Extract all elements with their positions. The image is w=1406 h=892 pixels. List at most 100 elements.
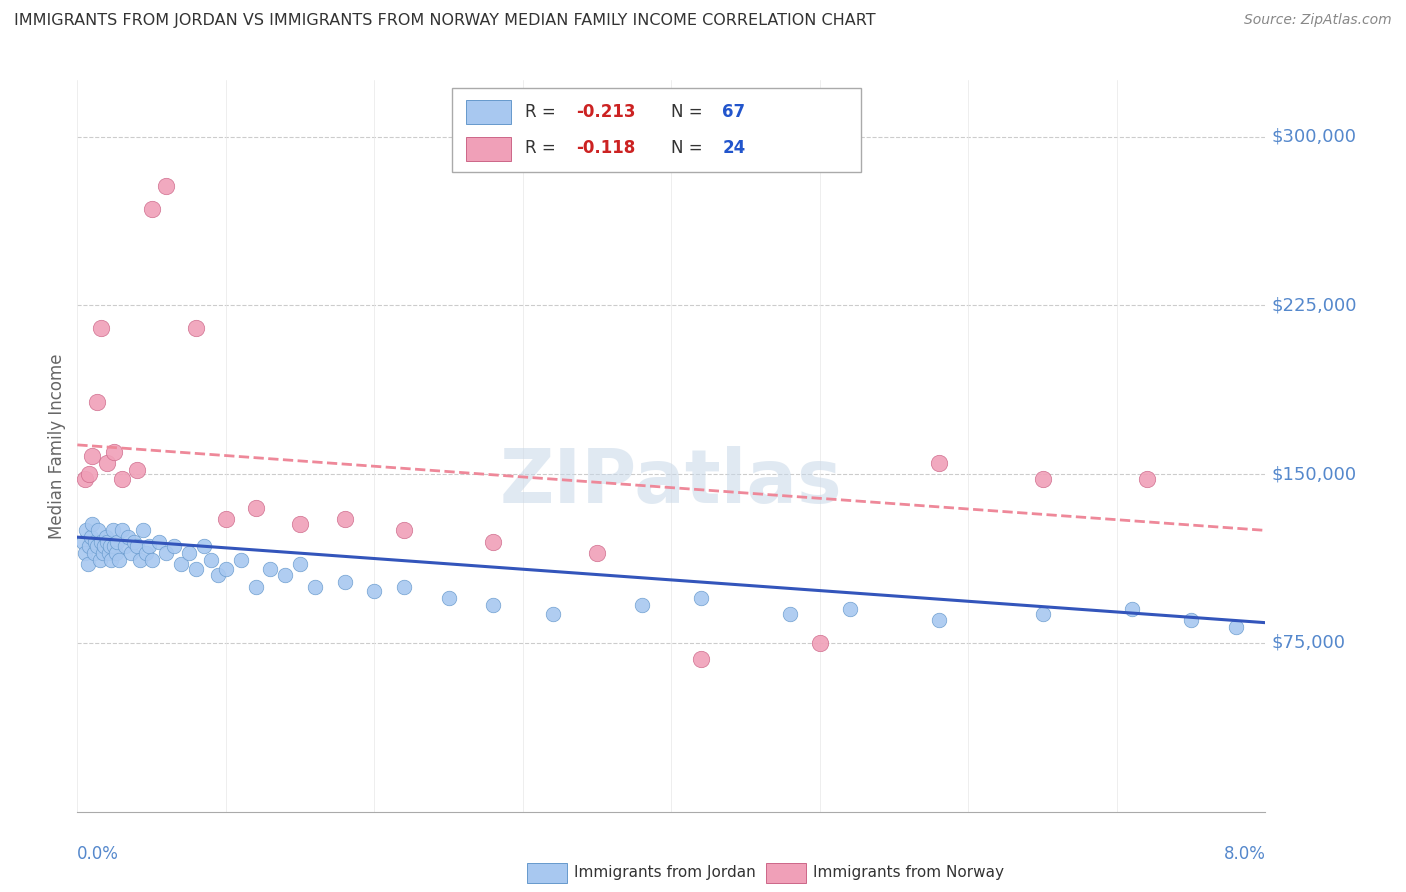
Text: 67: 67 bbox=[723, 103, 745, 120]
Text: 24: 24 bbox=[723, 139, 745, 157]
Point bbox=[304, 580, 326, 594]
Point bbox=[80, 530, 103, 544]
Point bbox=[779, 607, 801, 621]
Point bbox=[437, 591, 460, 605]
Text: R =: R = bbox=[526, 103, 555, 120]
Point bbox=[541, 607, 564, 621]
Point bbox=[117, 530, 139, 544]
Point bbox=[200, 552, 222, 566]
Text: R =: R = bbox=[526, 139, 555, 157]
Point bbox=[72, 534, 94, 549]
Point bbox=[82, 449, 104, 463]
Text: ZIPatlas: ZIPatlas bbox=[501, 446, 842, 519]
Text: 0.0%: 0.0% bbox=[77, 845, 120, 863]
Point bbox=[1032, 472, 1054, 486]
Text: $300,000: $300,000 bbox=[1271, 128, 1357, 145]
Point bbox=[138, 539, 160, 553]
Point bbox=[141, 202, 163, 216]
Point bbox=[89, 552, 111, 566]
Point bbox=[82, 516, 104, 531]
Point bbox=[155, 546, 177, 560]
Point bbox=[690, 591, 713, 605]
Point bbox=[1136, 472, 1159, 486]
Point bbox=[73, 472, 96, 486]
Text: $150,000: $150,000 bbox=[1271, 465, 1357, 483]
Text: -0.118: -0.118 bbox=[576, 139, 636, 157]
Point bbox=[333, 512, 356, 526]
Point bbox=[73, 546, 96, 560]
Point bbox=[114, 539, 136, 553]
Point bbox=[125, 539, 148, 553]
Point bbox=[245, 500, 267, 515]
Bar bbox=[465, 136, 510, 161]
Text: 8.0%: 8.0% bbox=[1223, 845, 1265, 863]
Point bbox=[808, 636, 831, 650]
Point bbox=[122, 534, 145, 549]
Point bbox=[1032, 607, 1054, 621]
Point bbox=[482, 534, 505, 549]
Point bbox=[630, 598, 652, 612]
Point bbox=[288, 516, 311, 531]
Point bbox=[90, 534, 112, 549]
Point bbox=[98, 539, 121, 553]
Point bbox=[1121, 602, 1143, 616]
Point bbox=[103, 444, 125, 458]
Point bbox=[288, 557, 311, 571]
Point bbox=[333, 575, 356, 590]
Point bbox=[93, 539, 115, 553]
Point bbox=[928, 614, 950, 628]
Text: $75,000: $75,000 bbox=[1271, 634, 1346, 652]
Text: Immigrants from Norway: Immigrants from Norway bbox=[813, 865, 1004, 880]
Point bbox=[96, 456, 118, 470]
Point bbox=[77, 539, 100, 553]
Point bbox=[690, 651, 713, 665]
Point bbox=[83, 546, 105, 560]
Point bbox=[215, 562, 238, 576]
Point bbox=[363, 584, 385, 599]
Text: N =: N = bbox=[672, 103, 703, 120]
Point bbox=[1225, 620, 1247, 634]
Point bbox=[108, 552, 131, 566]
Point bbox=[392, 524, 415, 538]
Point bbox=[928, 456, 950, 470]
Text: Source: ZipAtlas.com: Source: ZipAtlas.com bbox=[1244, 13, 1392, 28]
Point bbox=[86, 539, 108, 553]
Point bbox=[84, 534, 107, 549]
Y-axis label: Median Family Income: Median Family Income bbox=[48, 353, 66, 539]
Point bbox=[274, 568, 297, 582]
Text: $225,000: $225,000 bbox=[1271, 296, 1357, 314]
Point bbox=[148, 534, 170, 549]
Point bbox=[163, 539, 186, 553]
Point bbox=[86, 395, 108, 409]
Point bbox=[100, 552, 122, 566]
Point bbox=[229, 552, 252, 566]
Point bbox=[104, 546, 127, 560]
Point bbox=[128, 552, 150, 566]
Text: IMMIGRANTS FROM JORDAN VS IMMIGRANTS FROM NORWAY MEDIAN FAMILY INCOME CORRELATIO: IMMIGRANTS FROM JORDAN VS IMMIGRANTS FRO… bbox=[14, 13, 876, 29]
Point bbox=[111, 472, 134, 486]
Point bbox=[120, 546, 142, 560]
Point bbox=[586, 546, 609, 560]
Bar bbox=[465, 100, 510, 124]
Point bbox=[141, 552, 163, 566]
Point bbox=[125, 462, 148, 476]
Point bbox=[259, 562, 281, 576]
Point bbox=[94, 530, 117, 544]
FancyBboxPatch shape bbox=[451, 87, 862, 171]
Point bbox=[101, 524, 124, 538]
Point bbox=[245, 580, 267, 594]
Point bbox=[96, 534, 118, 549]
Point bbox=[186, 321, 208, 335]
Point bbox=[76, 557, 98, 571]
Point bbox=[131, 524, 153, 538]
Text: Immigrants from Jordan: Immigrants from Jordan bbox=[574, 865, 755, 880]
Point bbox=[838, 602, 860, 616]
Point bbox=[1180, 614, 1202, 628]
Point bbox=[97, 546, 120, 560]
Point bbox=[155, 179, 177, 194]
Text: -0.213: -0.213 bbox=[576, 103, 636, 120]
Point bbox=[77, 467, 100, 482]
Text: N =: N = bbox=[672, 139, 703, 157]
Point bbox=[90, 321, 112, 335]
Point bbox=[91, 546, 114, 560]
